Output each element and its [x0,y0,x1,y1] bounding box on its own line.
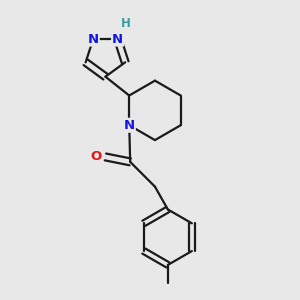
Text: N: N [88,32,99,46]
Text: N: N [124,119,135,132]
Text: H: H [121,17,130,30]
Text: N: N [112,32,123,46]
Text: O: O [90,150,101,164]
